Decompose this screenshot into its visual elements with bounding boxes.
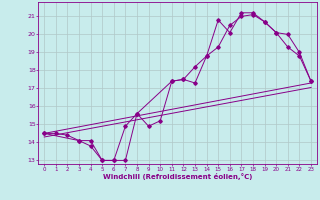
X-axis label: Windchill (Refroidissement éolien,°C): Windchill (Refroidissement éolien,°C)	[103, 173, 252, 180]
